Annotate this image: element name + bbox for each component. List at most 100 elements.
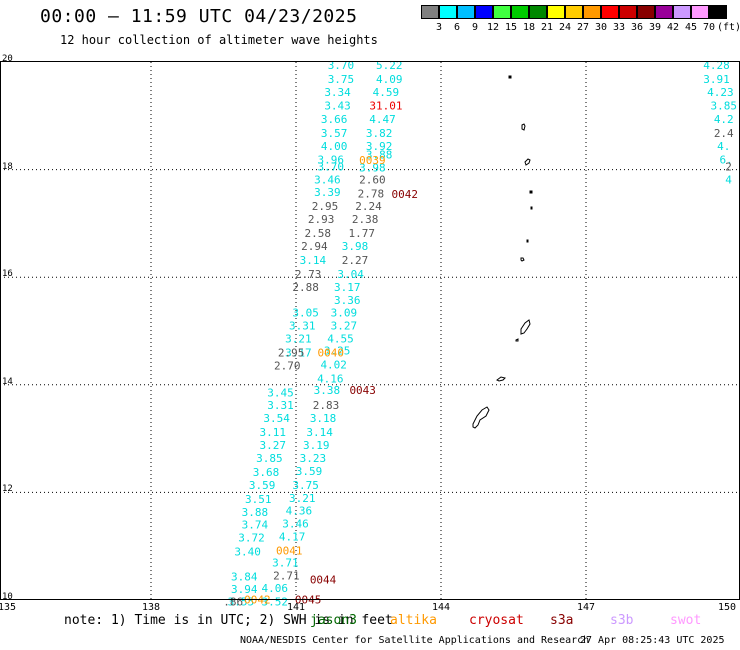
legend-label: 6: [453, 22, 461, 33]
wave-height-label: 4.02: [320, 358, 347, 371]
wave-height-label: 3.54: [263, 412, 290, 425]
wave-height-label: 2.27: [342, 254, 369, 267]
wave-height-label: 3.94: [231, 583, 258, 596]
legend-swatch: [565, 5, 583, 19]
wave-height-label: 3.70: [328, 59, 355, 72]
wave-height-label: 0042: [392, 188, 419, 201]
wave-height-label: 3.36: [334, 294, 361, 307]
wave-tracks: 3.703.753.343.433.663.574.003.963.703.46…: [223, 59, 737, 608]
satellite-altika: altika: [390, 613, 437, 628]
wave-height-label: 3.27: [331, 320, 358, 333]
wave-height-label: 3.57: [321, 127, 348, 140]
page-subtitle: 12 hour collection of altimeter wave hei…: [60, 33, 378, 47]
wave-height-label: 3.71: [272, 556, 299, 569]
wave-height-label: 2.38: [352, 213, 379, 226]
lat-label: 18: [2, 161, 13, 172]
satellite-swot: swot: [670, 613, 702, 628]
wave-height-label: 3.19: [303, 439, 330, 452]
page-title: 00:00 – 11:59 UTC 04/23/2025: [40, 6, 358, 27]
island-8: [515, 338, 519, 342]
legend-swatch: [583, 5, 601, 19]
timestamp: 27 Apr 08:25:43 UTC 2025: [580, 635, 725, 646]
lat-label: 14: [2, 376, 13, 387]
lon-label: 147: [576, 602, 596, 613]
wave-height-label: 4.16: [317, 372, 344, 385]
wave-height-label: 3.34: [324, 86, 351, 99]
wave-height-label: 3.88: [366, 149, 393, 162]
wave-height-label: 3.40: [234, 546, 261, 559]
wave-height-label: .86: [223, 596, 243, 609]
wave-height-label: 3.84: [231, 570, 258, 583]
legend-swatch: [493, 5, 511, 19]
lon-label: 138: [141, 602, 161, 613]
satellite-jason3: jason3: [310, 613, 357, 628]
legend-swatch: [511, 5, 529, 19]
wave-height-label: 2: [725, 160, 732, 173]
island-6: [526, 239, 529, 243]
legend-label: 27: [576, 22, 590, 33]
wave-height-label: 4.36: [286, 505, 313, 518]
wave-height-label: 3.31: [267, 399, 294, 412]
wave-height-label: 2.93: [308, 213, 335, 226]
legend-swatch: [655, 5, 673, 19]
wave-height-label: 0039: [359, 154, 386, 167]
legend-label: 15: [504, 22, 518, 33]
wave-height-label: 3.23: [300, 452, 327, 465]
legend-label: 18: [522, 22, 536, 33]
wave-height-label: 3.98: [359, 161, 386, 174]
wave-height-label: 4.17: [279, 531, 306, 544]
wave-height-label: 3.74: [242, 519, 269, 532]
island-rota: [496, 376, 506, 382]
legend-label: 12: [486, 22, 500, 33]
wave-height-label: 4.06: [261, 582, 288, 595]
wave-height-label: 3.52: [261, 596, 288, 609]
legend-label: 33: [612, 22, 626, 33]
wave-height-label: 3.88: [242, 506, 269, 519]
wave-height-label: 2.60: [359, 173, 386, 186]
island-1: [508, 75, 512, 79]
wave-height-label: 31.01: [369, 100, 402, 113]
wave-height-label: 4.2: [714, 113, 734, 126]
wave-height-label: 0041: [276, 545, 303, 558]
wave-height-label: 3.21: [285, 333, 312, 346]
satellite-s3a: s3a: [550, 613, 574, 628]
islands: [472, 75, 533, 429]
wave-height-label: 3.85: [256, 452, 283, 465]
island-4: [529, 190, 533, 194]
satellite-cryosat: cryosat: [469, 613, 524, 628]
island-5: [530, 206, 533, 210]
legend-swatch: [457, 5, 475, 19]
island-saipan: [520, 319, 531, 335]
legend-swatch: [601, 5, 619, 19]
wave-height-label: 3.51: [245, 493, 272, 506]
island-guam: [472, 406, 490, 429]
wave-height-label: 2.94: [301, 240, 328, 253]
lat-label: 16: [2, 269, 13, 280]
wave-height-label: 0044: [310, 574, 337, 587]
wave-height-label: 3.46: [282, 518, 309, 531]
wave-height-label: 3.09: [331, 307, 358, 320]
wave-height-label: 3.14: [306, 426, 333, 439]
wave-height-label: 3.18: [310, 412, 337, 425]
legend-swatch: [673, 5, 691, 19]
legend-label: 9: [471, 22, 479, 33]
wave-height-label: 4.: [717, 140, 730, 153]
wave-height-label: 6.: [720, 153, 733, 166]
legend-label: 21: [540, 22, 554, 33]
wave-height-label: 3.59: [249, 479, 276, 492]
wave-height-label: 0043: [349, 384, 376, 397]
wave-height-label: 3.27: [260, 439, 287, 452]
wave-height-label: 3.14: [300, 254, 327, 267]
legend-swatch: [529, 5, 547, 19]
wave-height-label: 4.00: [321, 140, 348, 153]
wave-height-label: 3.75: [292, 479, 319, 492]
wave-height-label: 3.75: [328, 73, 355, 86]
wave-height-label: 4.09: [376, 73, 403, 86]
wave-height-label: 3.11: [260, 426, 287, 439]
wave-height-label: 2.70: [274, 359, 301, 372]
island-7: [520, 257, 525, 262]
legend-label: 3: [435, 22, 443, 33]
wave-height-label: 4: [725, 173, 732, 186]
wave-height-label: 2.78: [358, 187, 385, 200]
